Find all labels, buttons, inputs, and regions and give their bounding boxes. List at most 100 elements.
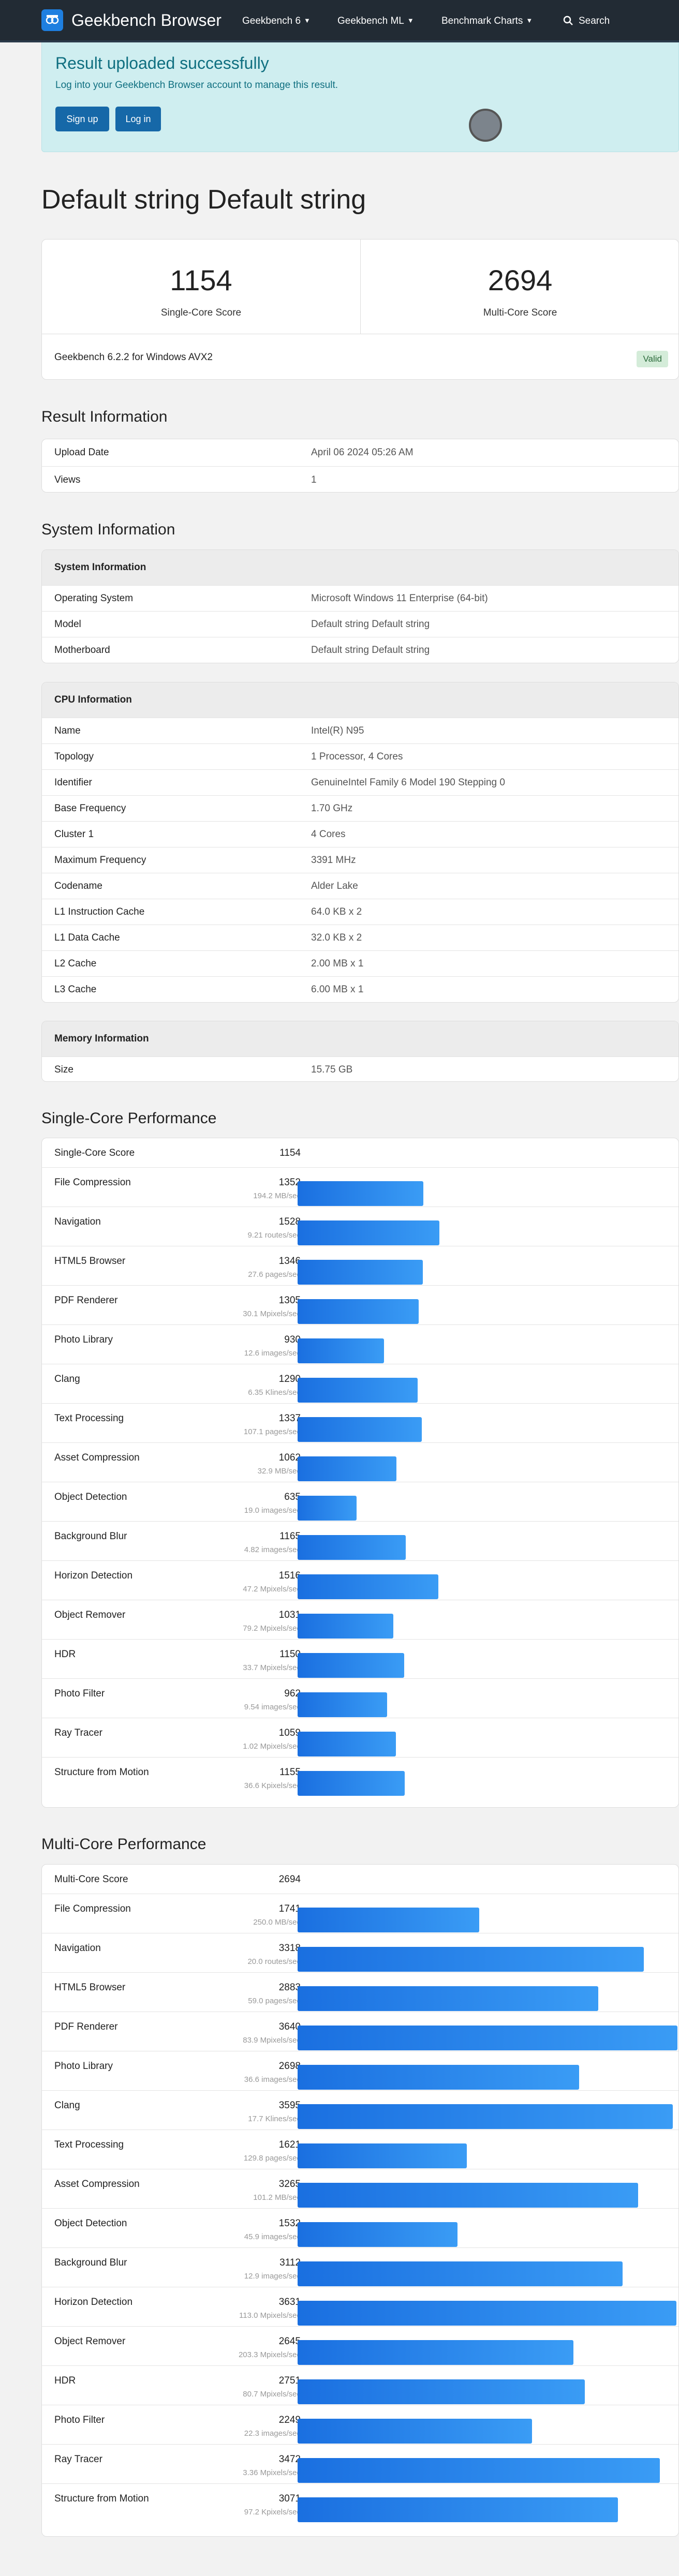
info-value: 2.00 MB x 1 [311,958,364,969]
sign-up-button[interactable]: Sign up [55,107,109,131]
summary-value: 2694 [278,1874,301,1885]
alert-title: Result uploaded successfully [55,54,269,72]
benchmark-score: 2883 [278,1982,301,1993]
info-value: 1.70 GHz [311,803,353,814]
benchmark-name: Photo Filter [54,1688,105,1699]
benchmark-row: Clang 3595 17.7 Klines/sec [42,2090,678,2130]
benchmark-rate: 4.82 images/sec [244,1545,301,1554]
benchmark-score: 3595 [278,2100,301,2111]
benchmark-row: HTML5 Browser 2883 59.0 pages/sec [42,1972,678,2012]
single-core-card: Single-Core Score 1154 File Compression 135… [41,1138,679,1808]
benchmark-rate: 83.9 Mpixels/sec [243,2036,301,2045]
multi-core-card: Multi-Core Score 2694 File Compression 1741… [41,1864,679,2537]
benchmark-name: Clang [54,1374,80,1384]
benchmark-name: Structure from Motion [54,2493,149,2504]
benchmark-rate: 97.2 Kpixels/sec [244,2508,301,2517]
benchmark-bar [298,1299,419,1324]
benchmark-score: 3640 [278,2021,301,2032]
nav-search[interactable]: Search [563,16,610,29]
info-key: Size [54,1064,73,1075]
multi-core-score-box: 2694 Multi-Core Score [361,240,678,334]
benchmark-name: HDR [54,1649,76,1660]
benchmark-bar [298,2222,457,2247]
info-key: Upload Date [54,447,109,458]
info-row: L1 Instruction Cache 64.0 KB x 2 [42,899,678,925]
benchmark-score: 2249 [278,2415,301,2425]
benchmark-rate: 20.0 routes/sec [247,1957,301,1966]
benchmark-row: PDF Renderer 3640 83.9 Mpixels/sec [42,2012,678,2051]
benchmark-bar [298,1908,480,1932]
info-row: Upload Date April 06 2024 05:26 AM [42,439,678,466]
benchmark-score: 2698 [278,2061,301,2072]
benchmark-name: HTML5 Browser [54,1982,126,1993]
benchmark-row: Text Processing 1621 129.8 pages/sec [42,2130,678,2169]
info-row: Model Default string Default string [42,611,678,637]
card-header: System Information [42,550,678,585]
benchmark-row: Photo Filter 962 9.54 images/sec [42,1678,678,1718]
benchmark-bar [298,1260,423,1285]
benchmark-row: Structure from Motion 3071 97.2 Kpixels/se… [42,2483,678,2523]
benchmark-bar [298,1338,384,1363]
benchmark-row: File Compression 1741 250.0 MB/sec [42,1894,678,1933]
benchmark-name: Photo Library [54,2061,113,2072]
cpu-info-card: CPU Information Name Intel(R) N95 Topology 1… [41,682,679,1003]
benchmark-row: Photo Library 930 12.6 images/sec [42,1324,678,1364]
info-value: 6.00 MB x 1 [311,984,364,995]
benchmark-score: 1528 [278,1216,301,1227]
geekbench-logo-icon [41,9,63,31]
benchmark-bar [298,1947,644,1972]
info-key: Identifier [54,777,92,788]
score-footer: Geekbench 6.2.2 for Windows AVX2 Valid [42,334,678,379]
benchmark-rate: 45.9 images/sec [244,2232,301,2241]
benchmark-name: Asset Compression [54,2179,140,2190]
benchmark-name: Ray Tracer [54,1728,102,1738]
caret-down-icon: ▼ [304,17,311,24]
benchmark-score: 930 [284,1334,301,1345]
benchmark-rate: 12.9 images/sec [244,2272,301,2281]
benchmark-row: Structure from Motion 1155 36.6 Kpixels/se… [42,1757,678,1796]
info-row: Identifier GenuineIntel Family 6 Model 19… [42,769,678,795]
benchmark-score: 1621 [278,2139,301,2150]
benchmark-name: PDF Renderer [54,1295,118,1306]
benchmark-name: Object Remover [54,1610,126,1620]
benchmark-score: 1155 [279,1767,301,1778]
benchmark-row: Object Detection 635 19.0 images/sec [42,1482,678,1521]
info-row: L2 Cache 2.00 MB x 1 [42,950,678,976]
benchmark-bar [298,1535,406,1560]
info-key: L2 Cache [54,958,97,969]
benchmark-bar [298,2340,574,2365]
info-value: Default string Default string [311,645,430,656]
benchmark-name: Asset Compression [54,1452,140,1463]
info-row: Maximum Frequency 3391 MHz [42,847,678,873]
benchmark-bar [298,1574,439,1599]
info-key: Codename [54,881,102,891]
benchmark-rate: 36.6 images/sec [244,2075,301,2084]
info-row: Views 1 [42,466,678,492]
nav-geekbench6[interactable]: Geekbench 6 ▼ [242,16,311,26]
info-value: 4 Cores [311,829,346,840]
benchmark-row: Photo Library 2698 36.6 images/sec [42,2051,678,2090]
benchmark-name: Horizon Detection [54,2297,133,2307]
info-key: Maximum Frequency [54,855,146,866]
info-value: April 06 2024 05:26 AM [311,447,414,458]
benchmark-name: File Compression [54,1177,131,1188]
info-key: L1 Data Cache [54,932,120,943]
brand-name: Geekbench Browser [71,10,222,29]
benchmark-rate: 32.9 MB/sec [257,1467,301,1476]
nav-benchmark-charts[interactable]: Benchmark Charts ▼ [441,16,533,26]
benchmark-bar [298,2026,677,2050]
benchmark-score: 1346 [278,1256,301,1267]
benchmark-row: Object Remover 2645 203.3 Mpixels/sec [42,2326,678,2365]
benchmark-rate: 47.2 Mpixels/sec [243,1585,301,1594]
brand-link[interactable]: Geekbench Browser [41,9,222,31]
benchmark-rate: 1.02 Mpixels/sec [243,1742,301,1751]
benchmark-rate: 250.0 MB/sec [253,1918,301,1927]
nav-geekbench-ml[interactable]: Geekbench ML ▼ [337,16,414,26]
log-in-button[interactable]: Log in [115,107,161,131]
benchmark-row: File Compression 1352 194.2 MB/sec [42,1167,678,1207]
benchmark-name: PDF Renderer [54,2021,118,2032]
benchmark-score: 1305 [278,1295,301,1306]
benchmark-bar [298,1417,422,1442]
info-row: Name Intel(R) N95 [42,718,678,743]
top-navbar: Geekbench Browser Geekbench 6 ▼ Geekbench… [0,0,679,42]
